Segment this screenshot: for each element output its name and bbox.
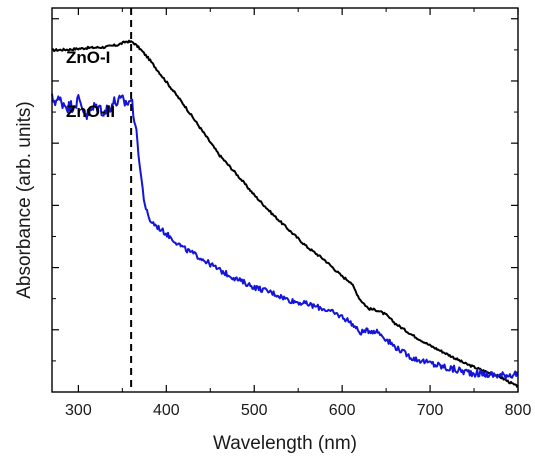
series-label-zno-i: ZnO-I [66, 48, 110, 67]
plot-area: 300 400 500 600 700 800 Wavelength (nm) Absorba… [14, 7, 532, 454]
x-tick-label: 700 [417, 402, 444, 419]
x-axis-title: Wavelength (nm) [213, 433, 357, 454]
x-tick-label: 600 [329, 402, 356, 419]
x-tick-label: 800 [505, 402, 532, 419]
x-tick-label: 300 [65, 402, 92, 419]
x-tick-label: 400 [153, 402, 180, 419]
plot-frame [51, 7, 519, 393]
series-line-zno-i [51, 39, 519, 388]
x-tick-label: 500 [241, 402, 268, 419]
series-label-zno-ii: ZnO-II [66, 102, 115, 121]
series-line-zno-ii [51, 93, 519, 380]
y-axis-title: Absorbance (arb. units) [14, 101, 35, 299]
